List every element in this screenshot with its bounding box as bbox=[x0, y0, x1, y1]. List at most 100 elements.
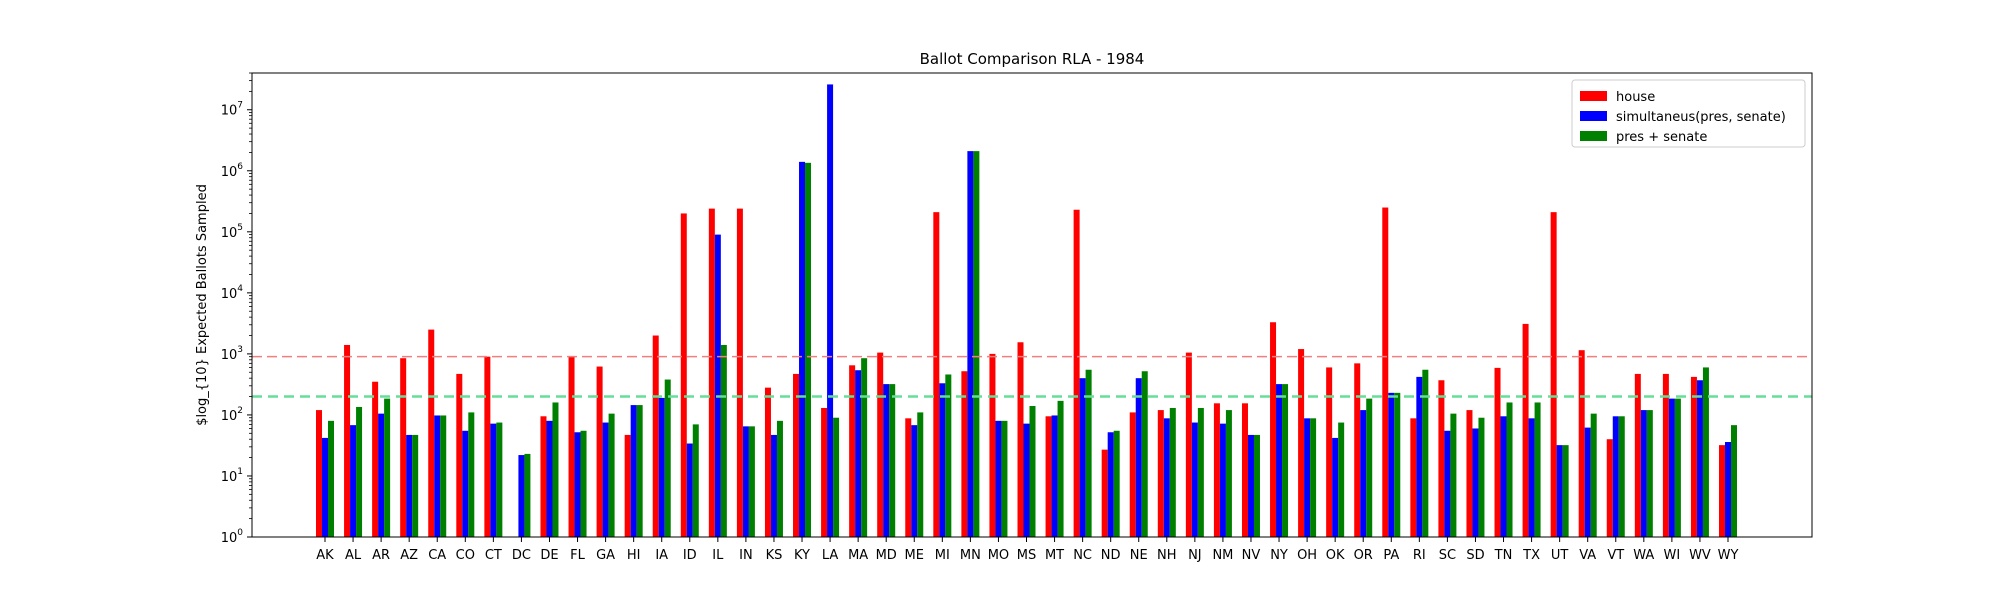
bar-me-house bbox=[905, 418, 912, 537]
x-tick-label: MT bbox=[1045, 548, 1064, 563]
bar-wy-house bbox=[1719, 445, 1725, 537]
bar-tn-house bbox=[1494, 367, 1501, 537]
bar-md-house bbox=[877, 352, 884, 537]
bar-hi-pres-senate bbox=[636, 405, 643, 537]
bar-ny-house bbox=[1270, 322, 1277, 537]
bar-md-simultaneous bbox=[883, 384, 890, 537]
bar-ct-simultaneous bbox=[490, 423, 497, 537]
bar-wa-pres-senate bbox=[1646, 410, 1653, 537]
x-tick-label: OK bbox=[1326, 548, 1345, 563]
bar-az-simultaneous bbox=[406, 434, 413, 537]
bar-dc-simultaneous bbox=[518, 455, 525, 537]
x-tick-label: FL bbox=[570, 548, 585, 563]
y-tick-label: 100 bbox=[221, 528, 244, 546]
bar-ia-house bbox=[652, 335, 659, 537]
x-tick-label: IL bbox=[712, 548, 724, 563]
bar-mn-pres-senate bbox=[973, 151, 980, 537]
bar-mo-pres-senate bbox=[1001, 420, 1008, 537]
bar-ga-simultaneous bbox=[602, 422, 609, 537]
bar-md-pres-senate bbox=[889, 384, 896, 537]
bar-ca-pres-senate bbox=[440, 415, 447, 537]
bar-ks-simultaneous bbox=[770, 434, 777, 537]
x-tick-label: WV bbox=[1689, 548, 1711, 563]
bar-ok-simultaneous bbox=[1332, 437, 1339, 537]
x-tick-label: DE bbox=[540, 548, 558, 563]
bar-az-pres-senate bbox=[412, 434, 419, 537]
bar-ks-pres-senate bbox=[776, 420, 783, 537]
bar-oh-pres-senate bbox=[1310, 418, 1317, 537]
x-tick-label: MI bbox=[935, 548, 950, 563]
x-tick-label: NJ bbox=[1188, 548, 1202, 563]
x-tick-label: LA bbox=[822, 548, 839, 563]
legend-swatch bbox=[1580, 91, 1607, 101]
bar-va-house bbox=[1578, 350, 1585, 537]
bar-sc-house bbox=[1438, 380, 1445, 537]
bar-sd-pres-senate bbox=[1478, 417, 1485, 537]
bar-ms-pres-senate bbox=[1029, 406, 1036, 537]
legend-box bbox=[1571, 79, 1806, 148]
bar-dc-pres-senate bbox=[524, 453, 531, 537]
bar-de-pres-senate bbox=[552, 402, 559, 537]
bar-me-pres-senate bbox=[917, 412, 924, 537]
bar-tx-pres-senate bbox=[1534, 402, 1541, 537]
x-axis: AK AL AR AZ CA CO CT DC DE FL GA HI IA ID IL IN KS KY LA MA… bbox=[316, 537, 1738, 563]
x-tick-label: MA bbox=[848, 548, 868, 563]
x-tick-label: WI bbox=[1664, 548, 1681, 563]
bar-nd-house bbox=[1101, 449, 1108, 537]
bar-nm-house bbox=[1213, 403, 1220, 537]
legend-label: simultaneus(pres, senate) bbox=[1616, 110, 1786, 125]
bar-ar-house bbox=[372, 381, 379, 537]
bar-ri-pres-senate bbox=[1422, 369, 1429, 537]
y-tick-label: 103 bbox=[221, 345, 243, 363]
bar-mn-simultaneous bbox=[967, 151, 974, 537]
bar-wi-simultaneous bbox=[1668, 398, 1675, 537]
x-tick-label: PA bbox=[1383, 548, 1399, 563]
bar-wy-pres-senate bbox=[1731, 425, 1737, 537]
plot-frame bbox=[251, 72, 1813, 538]
bar-oh-house bbox=[1298, 349, 1305, 537]
x-tick-label: MO bbox=[988, 548, 1009, 563]
bar-ct-house bbox=[484, 356, 491, 537]
bar-nj-pres-senate bbox=[1197, 407, 1204, 537]
x-tick-label: CO bbox=[456, 548, 475, 563]
bar-mi-pres-senate bbox=[945, 374, 952, 537]
legend-label: house bbox=[1616, 90, 1655, 105]
bar-ma-house bbox=[849, 365, 856, 537]
bar-nh-house bbox=[1157, 410, 1164, 537]
x-tick-label: RI bbox=[1413, 548, 1426, 563]
bar-ia-pres-senate bbox=[664, 379, 671, 537]
bar-nm-pres-senate bbox=[1225, 410, 1232, 537]
bar-ne-house bbox=[1129, 412, 1136, 537]
bar-wv-house bbox=[1690, 376, 1697, 537]
bar-mo-house bbox=[989, 353, 996, 537]
bar-al-simultaneous bbox=[350, 425, 357, 537]
x-tick-label: TN bbox=[1494, 548, 1513, 563]
reference-lines bbox=[252, 355, 1812, 398]
bar-pa-pres-senate bbox=[1394, 392, 1401, 537]
bar-tn-simultaneous bbox=[1500, 416, 1507, 537]
bar-nj-simultaneous bbox=[1191, 422, 1198, 537]
bar-ar-simultaneous bbox=[378, 413, 385, 537]
bar-mi-house bbox=[933, 212, 940, 537]
bar-wa-simultaneous bbox=[1640, 410, 1647, 537]
x-tick-label: CA bbox=[428, 548, 446, 563]
bar-mn-house bbox=[961, 371, 968, 537]
bar-or-house bbox=[1354, 363, 1361, 537]
bar-mt-house bbox=[1045, 416, 1052, 537]
x-tick-label: SD bbox=[1466, 548, 1484, 563]
bar-tx-house bbox=[1522, 323, 1529, 537]
bar-al-pres-senate bbox=[356, 406, 363, 537]
x-tick-label: ND bbox=[1101, 548, 1121, 563]
y-tick-label: 106 bbox=[221, 162, 244, 180]
bar-nv-simultaneous bbox=[1247, 434, 1254, 537]
bar-fl-house bbox=[568, 356, 575, 537]
bar-ma-simultaneous bbox=[855, 370, 862, 537]
bar-nd-simultaneous bbox=[1107, 432, 1114, 537]
x-tick-label: AK bbox=[316, 548, 334, 563]
bar-me-simultaneous bbox=[911, 425, 918, 537]
x-tick-label: MN bbox=[960, 548, 981, 563]
y-tick-label: 105 bbox=[221, 223, 243, 241]
bar-ca-simultaneous bbox=[434, 415, 441, 537]
bar-ms-simultaneous bbox=[1023, 423, 1030, 537]
x-tick-label: KY bbox=[794, 548, 810, 563]
